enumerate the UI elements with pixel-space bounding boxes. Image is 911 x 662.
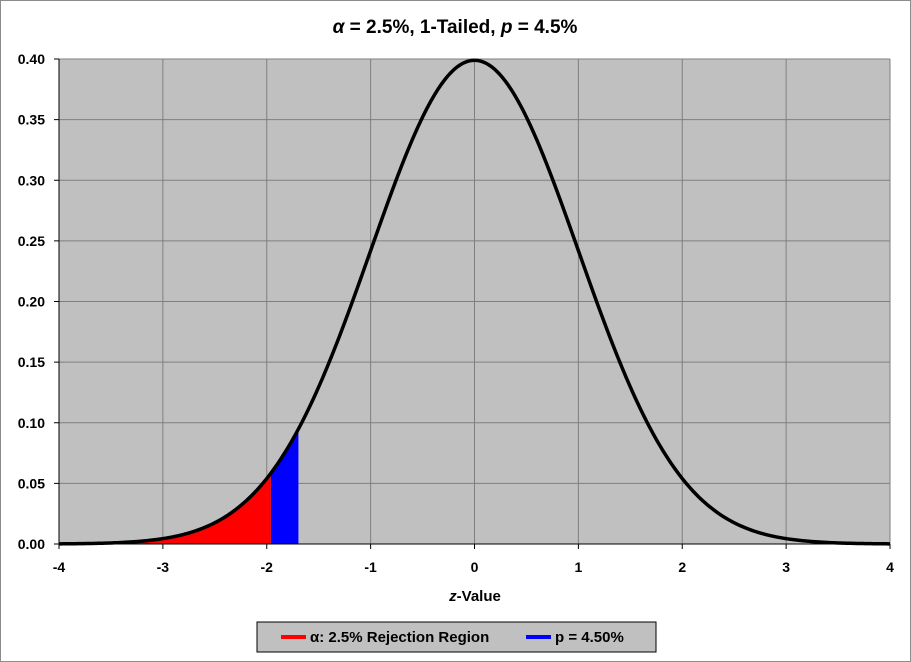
y-tick-label: 0.00 <box>18 536 45 552</box>
title-alpha-symbol: α <box>333 17 346 38</box>
density-curve <box>58 58 891 546</box>
legend: α: 2.5% Rejection Region p = 4.50% <box>256 621 657 653</box>
y-tick-labels: 0.00 0.05 0.10 0.15 0.20 0.25 0.30 0.35 0.40 <box>18 51 45 552</box>
x-tick-label: -3 <box>157 559 170 575</box>
y-tick-label: 0.30 <box>18 172 45 188</box>
y-tick-label: 0.15 <box>18 354 45 370</box>
title-p-part: = 4.5% <box>512 17 577 38</box>
axes <box>54 58 891 549</box>
x-axis-label-rest: -Value <box>457 588 501 605</box>
shaded-region-0 <box>59 473 271 544</box>
title-alpha-part: = 2.5%, 1-Tailed, <box>344 17 500 38</box>
x-axis-label: z-Value <box>448 588 501 605</box>
x-tick-label: 3 <box>782 559 790 575</box>
x-tick-label: 4 <box>886 559 894 575</box>
density-curve-group <box>58 58 891 546</box>
x-tick-label: -2 <box>261 559 274 575</box>
y-tick-label: 0.10 <box>18 415 45 431</box>
y-tick-label: 0.40 <box>18 51 45 67</box>
legend-label-p-value: p = 4.50% <box>555 629 624 646</box>
legend-label-rejection-region: α: 2.5% Rejection Region <box>310 629 489 646</box>
y-tick-label: 0.05 <box>18 475 45 491</box>
chart-title: α = 2.5%, 1-Tailed, p = 4.5% <box>333 17 578 38</box>
shaded-regions <box>59 428 299 544</box>
x-tick-label: 1 <box>574 559 582 575</box>
x-tick-labels: -4 -3 -2 -1 0 1 2 3 4 <box>53 559 894 575</box>
y-tick-label: 0.35 <box>18 112 45 128</box>
title-p-symbol: p <box>500 17 513 38</box>
legend-box <box>256 621 657 653</box>
x-tick-label: -1 <box>364 559 377 575</box>
grid <box>58 58 891 545</box>
x-axis-label-italic: z <box>448 588 457 605</box>
x-tick-label: 2 <box>678 559 686 575</box>
y-tick-label: 0.25 <box>18 233 45 249</box>
shaded-region-1 <box>270 428 299 544</box>
x-tick-label: -4 <box>53 559 66 575</box>
y-tick-label: 0.20 <box>18 294 45 310</box>
x-tick-label: 0 <box>471 559 479 575</box>
